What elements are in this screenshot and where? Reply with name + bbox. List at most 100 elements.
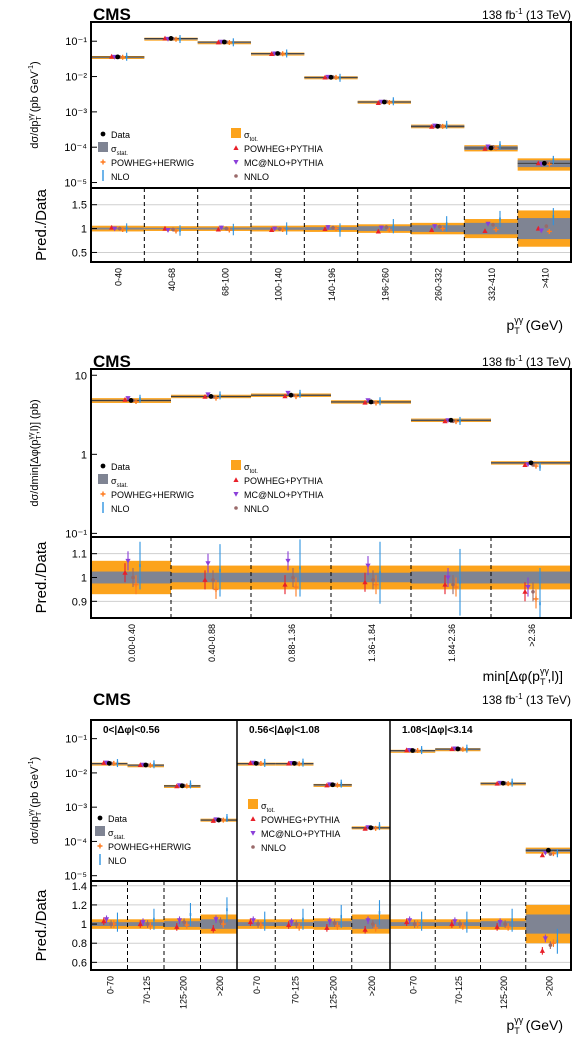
ratio-point-herwig: [546, 228, 552, 234]
legend-swatch-tot: [231, 460, 241, 470]
x-category-label: 125-200: [499, 976, 509, 1009]
legend-swatch-nnlo: [234, 174, 238, 178]
x-category-label: 0.88-1.36: [287, 624, 297, 662]
ratio-points: [109, 208, 555, 237]
ratio-point-nlo: [378, 911, 381, 915]
ratio-bins: [390, 904, 571, 944]
series-point-nlo: [539, 465, 541, 469]
legend-swatch-nnlo: [251, 845, 255, 849]
ratio-point-nnlo: [171, 227, 175, 232]
legend: Data σtot. σstat. POWHEG+PYTHIA POWHEG+HERWI…: [98, 128, 323, 182]
x-category-labels: 0.00-0.40 0.40-0.88 0.88-1.36 1.36-1.84 1.84…: [127, 624, 537, 662]
ratio-y-tick-label: 0.9: [72, 596, 87, 608]
ratio-point-nnlo: [117, 226, 122, 231]
legend-swatch-mcnlo: [233, 492, 239, 497]
cms-label: CMS: [93, 690, 131, 709]
ratio-points: [101, 897, 228, 933]
ratio-point-mcnlo: [452, 919, 458, 924]
data-point: [488, 145, 494, 151]
series-point-nlo: [445, 123, 448, 127]
ratio-stat-unc-band: [127, 922, 164, 926]
ratio-point-mcnlo: [205, 561, 211, 567]
ratio-bins: [237, 914, 390, 934]
series-point-herwig: [213, 395, 219, 401]
ratio-point-nlo: [139, 564, 141, 568]
legend-swatch-stat: [98, 474, 108, 484]
ratio-point-herwig: [334, 923, 340, 929]
ratio-stat-unc-band: [200, 919, 237, 929]
legend-label-tot: σtot.: [244, 462, 258, 475]
ratio-point-herwig: [226, 227, 232, 233]
ratio-points: [122, 539, 541, 617]
series-point-powpy: [494, 780, 500, 786]
legend-swatch-data: [97, 815, 103, 821]
ratio-point-mcnlo: [365, 918, 371, 924]
legend-label-mcnlo: MC@NLO+PYTHIA: [244, 490, 323, 500]
ratio-point-powpy: [482, 228, 488, 233]
series-point-nlo: [339, 76, 341, 80]
legend-swatch-mcnlo: [250, 831, 256, 836]
ratio-point-mcnlo: [140, 920, 146, 925]
plot-header: CMS 138 fb-1 (13 TeV): [93, 690, 571, 709]
ratio-point-herwig: [184, 922, 190, 928]
series-point-nlo: [378, 824, 381, 828]
series-point-nlo: [511, 781, 513, 785]
legend-label-stat: σstat.: [111, 476, 128, 489]
ratio-point-mcnlo: [218, 225, 224, 231]
x-category-label: 260-332: [434, 268, 444, 301]
ratio-point-powpy: [324, 925, 330, 930]
ratio-y-tick-label: 1.2: [72, 900, 87, 912]
data-point: [128, 398, 134, 403]
series-point-powpy: [522, 462, 528, 467]
legend-swatch-powheg_herwig: [100, 491, 106, 497]
series-point-herwig: [293, 394, 299, 400]
data-point: [545, 847, 551, 853]
legend-label-data: Data: [111, 462, 130, 472]
ratio-point-mcnlo: [365, 563, 371, 569]
ratio-point-mcnlo: [288, 920, 295, 925]
series-point-nlo: [466, 747, 468, 751]
ratio-point-herwig: [373, 925, 379, 931]
ratio-stat-unc-band: [304, 227, 358, 231]
y-tick-label: 10⁻¹: [65, 528, 87, 540]
ratio-point-herwig: [550, 940, 556, 946]
data-point: [330, 782, 336, 788]
ratio-point-powpy: [202, 577, 208, 582]
series-point-herwig: [493, 145, 499, 151]
ratio-stat-unc-band: [357, 226, 411, 231]
series-point-nlo: [299, 392, 301, 396]
ratio-point-nlo: [445, 222, 448, 226]
legend: Data σstat.POWHEG+HERWIG NLO σtot.POWHEG+PY…: [95, 799, 340, 866]
series-point-powpy: [210, 818, 216, 823]
data-point: [216, 817, 222, 823]
series-point-powpy: [109, 53, 115, 59]
ratio-point-powpy: [269, 227, 275, 233]
ratio-stat-unc-band: [464, 222, 518, 235]
ratio-point-nlo: [226, 908, 228, 912]
ratio-point-nlo: [125, 226, 128, 230]
ratio-point-mcnlo: [272, 226, 278, 232]
legend-label-nlo: NLO: [111, 172, 130, 182]
data-point: [253, 760, 259, 766]
region-label: 0.56<|Δφ|<1.08: [249, 725, 320, 736]
series-point-powpy: [482, 145, 488, 151]
ratio-point-herwig: [173, 228, 179, 234]
ratio-point-nnlo: [370, 922, 375, 926]
data-point: [275, 51, 281, 56]
y-axis-label: dσ/dpγγT (pb GeV-1): [28, 61, 43, 148]
lumi-label: 138 fb-1 (13 TeV): [482, 354, 571, 369]
series-point-powpy: [362, 825, 368, 831]
series-point-powpy: [137, 762, 143, 768]
ratio-stat-unc-band: [390, 922, 436, 926]
ratio-point-nnlo: [544, 224, 549, 228]
ratio-point-nlo: [459, 580, 461, 584]
ratio-stat-unc-band: [144, 227, 198, 230]
ratio-stat-unc-band: [91, 922, 128, 926]
ratio-frame: [90, 880, 572, 971]
ratio-point-powpy: [362, 927, 368, 932]
series-point-powpy: [215, 39, 221, 45]
series-point-powpy: [322, 74, 328, 80]
main-bins: [390, 744, 571, 858]
data-point: [208, 394, 214, 399]
